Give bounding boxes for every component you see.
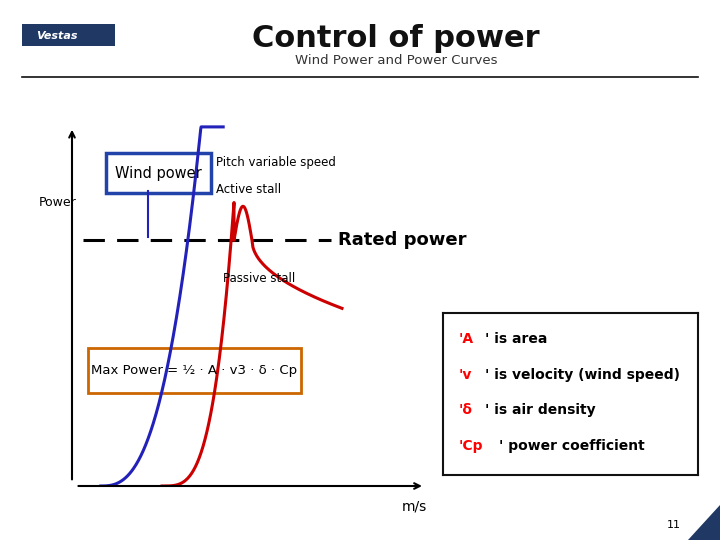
Text: 'A: 'A	[458, 332, 473, 346]
Text: Passive stall: Passive stall	[223, 272, 295, 285]
FancyBboxPatch shape	[107, 153, 210, 193]
Text: ' is velocity (wind speed): ' is velocity (wind speed)	[485, 368, 680, 382]
Text: Vestas: Vestas	[37, 31, 78, 41]
Text: ' is area: ' is area	[485, 332, 547, 346]
Text: Wind power: Wind power	[115, 166, 202, 180]
Text: m/s: m/s	[401, 500, 427, 514]
Text: Wind Power and Power Curves: Wind Power and Power Curves	[294, 54, 498, 67]
Text: 'v: 'v	[458, 368, 472, 382]
Text: 'Cp: 'Cp	[458, 439, 482, 453]
Text: Power: Power	[39, 196, 76, 209]
Text: Rated power: Rated power	[338, 231, 467, 249]
Text: Pitch variable speed: Pitch variable speed	[216, 156, 336, 170]
Text: ' power coefficient: ' power coefficient	[499, 439, 645, 453]
Text: 11: 11	[667, 520, 680, 530]
Text: ' is air density: ' is air density	[485, 403, 595, 417]
Text: 'δ: 'δ	[458, 403, 472, 417]
FancyBboxPatch shape	[89, 348, 301, 393]
Text: Max Power = ½ · A · v3 · δ · Cp: Max Power = ½ · A · v3 · δ · Cp	[91, 364, 297, 377]
Text: Control of power: Control of power	[252, 24, 540, 53]
Text: Active stall: Active stall	[216, 183, 281, 196]
